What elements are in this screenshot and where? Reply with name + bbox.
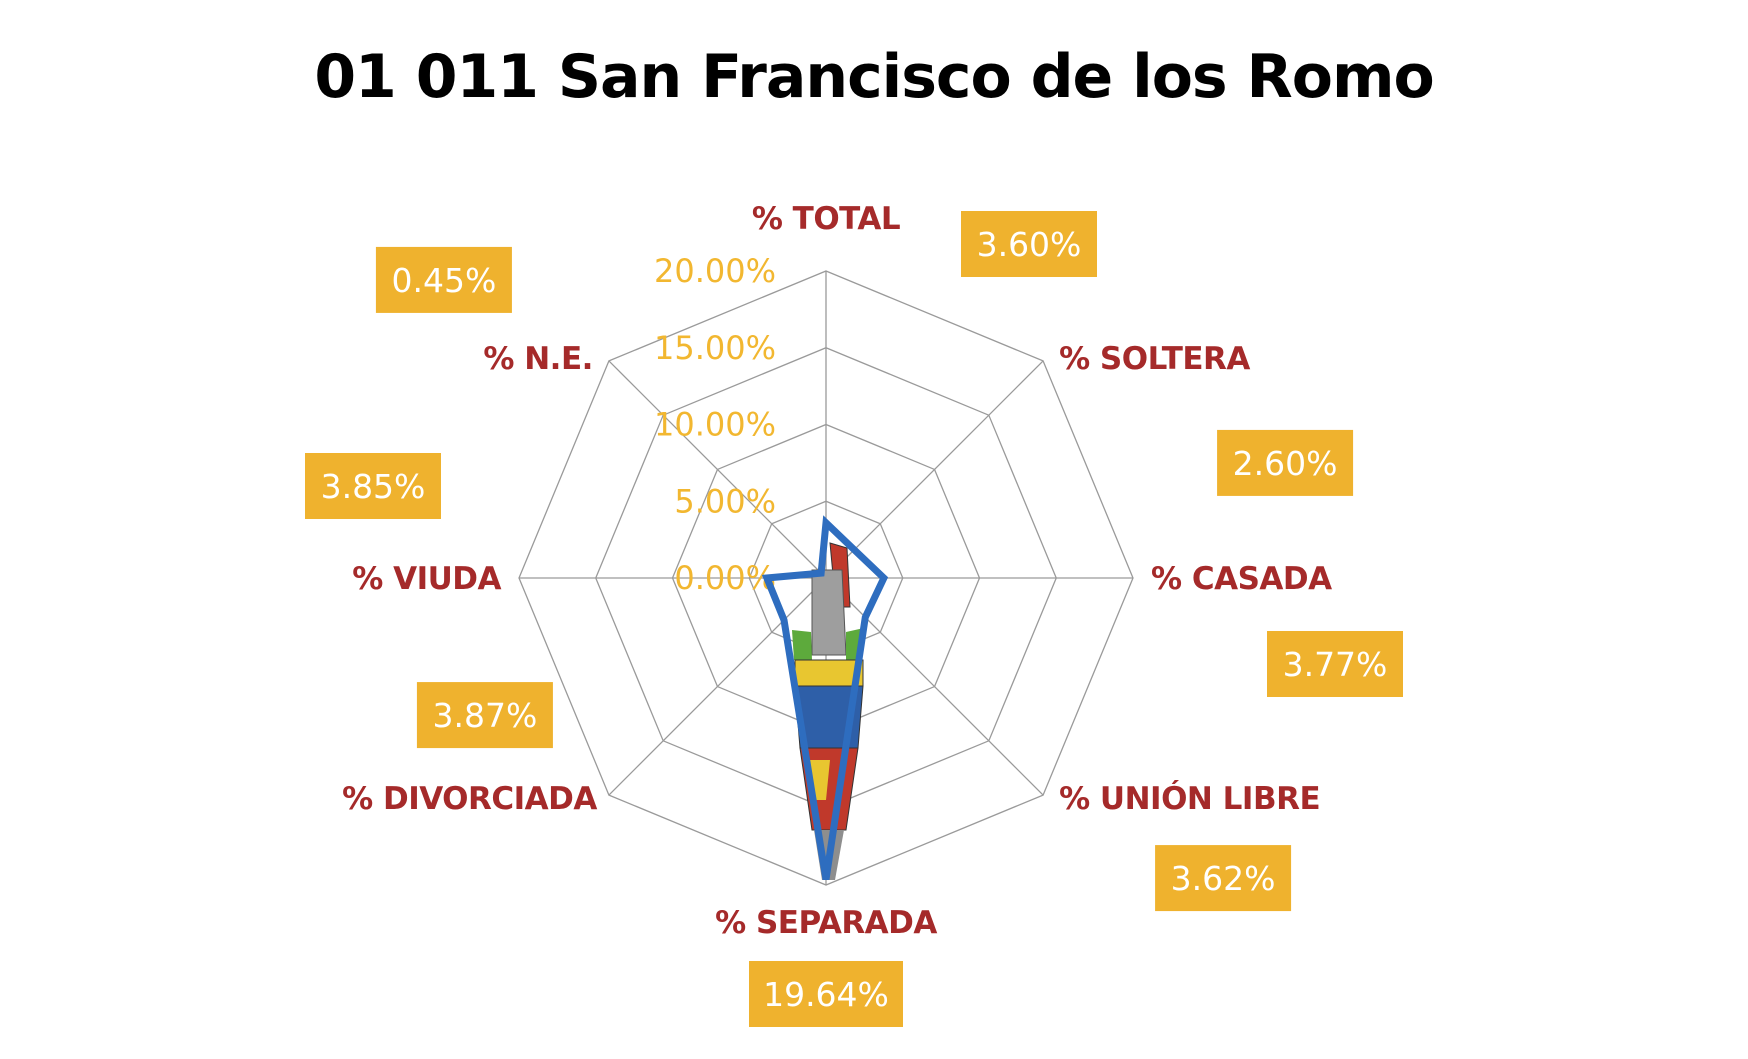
series-layer	[761, 515, 889, 881]
value-label: 2.60%	[1217, 429, 1354, 496]
value-label: 3.62%	[1155, 845, 1292, 912]
axis-label: % N.E.	[483, 341, 593, 377]
grid-spoke	[825, 360, 1044, 579]
axis-label: % SOLTERA	[1059, 341, 1250, 377]
value-label-text: 3.87%	[432, 696, 537, 735]
value-label: 3.77%	[1267, 631, 1403, 697]
value-label: 3.60%	[961, 211, 1097, 277]
axis-labels: % TOTAL % SOLTERA % CASADA % UNIÓN LIBRE % S…	[342, 201, 1333, 941]
axis-label: % VIUDA	[352, 561, 501, 597]
tick-label: 15.00%	[654, 329, 776, 367]
radial-tick-labels: 0.00% 5.00% 10.00% 15.00% 20.00%	[654, 252, 776, 597]
value-label-text: 3.85%	[321, 467, 426, 506]
value-label: 3.87%	[416, 682, 553, 749]
tick-label: 5.00%	[674, 482, 776, 520]
value-label-text: 2.60%	[1233, 444, 1338, 483]
value-label-text: 19.64%	[763, 975, 889, 1014]
value-label-box	[305, 453, 441, 519]
value-labels: 3.60% 2.60% 3.77% 3.62% 19.64% 3.87% 3.85% 0.45…	[305, 211, 1403, 1027]
series-line	[761, 515, 889, 881]
value-label-box	[749, 961, 903, 1027]
value-label-text: 0.45%	[391, 261, 496, 300]
chart-title: 01 011 San Francisco de los Romo	[314, 42, 1434, 112]
axis-label: % DIVORCIADA	[342, 781, 597, 817]
axis-label: % TOTAL	[752, 201, 900, 237]
value-label-box	[1155, 845, 1292, 912]
tick-label: 10.00%	[654, 406, 776, 444]
value-label-box	[1267, 631, 1403, 697]
grid-spoke	[825, 577, 1044, 796]
grid-spoke	[608, 360, 827, 579]
value-label-text: 3.77%	[1283, 645, 1388, 684]
value-label-box	[1217, 429, 1354, 496]
tick-label: 20.00%	[654, 252, 776, 290]
value-label: 19.64%	[749, 961, 903, 1027]
tick-label: 0.00%	[674, 559, 776, 597]
value-label-text: 3.60%	[977, 225, 1082, 264]
value-label: 0.45%	[375, 246, 512, 313]
axis-label: % UNIÓN LIBRE	[1059, 780, 1320, 817]
value-label-box	[416, 682, 553, 749]
axis-label: % CASADA	[1151, 561, 1332, 597]
value-label: 3.85%	[305, 453, 441, 519]
value-label-box	[375, 246, 512, 313]
axis-label: % SEPARADA	[715, 905, 937, 941]
value-label-text: 3.62%	[1171, 859, 1276, 898]
value-label-box	[961, 211, 1097, 277]
grid-spoke	[608, 577, 827, 796]
